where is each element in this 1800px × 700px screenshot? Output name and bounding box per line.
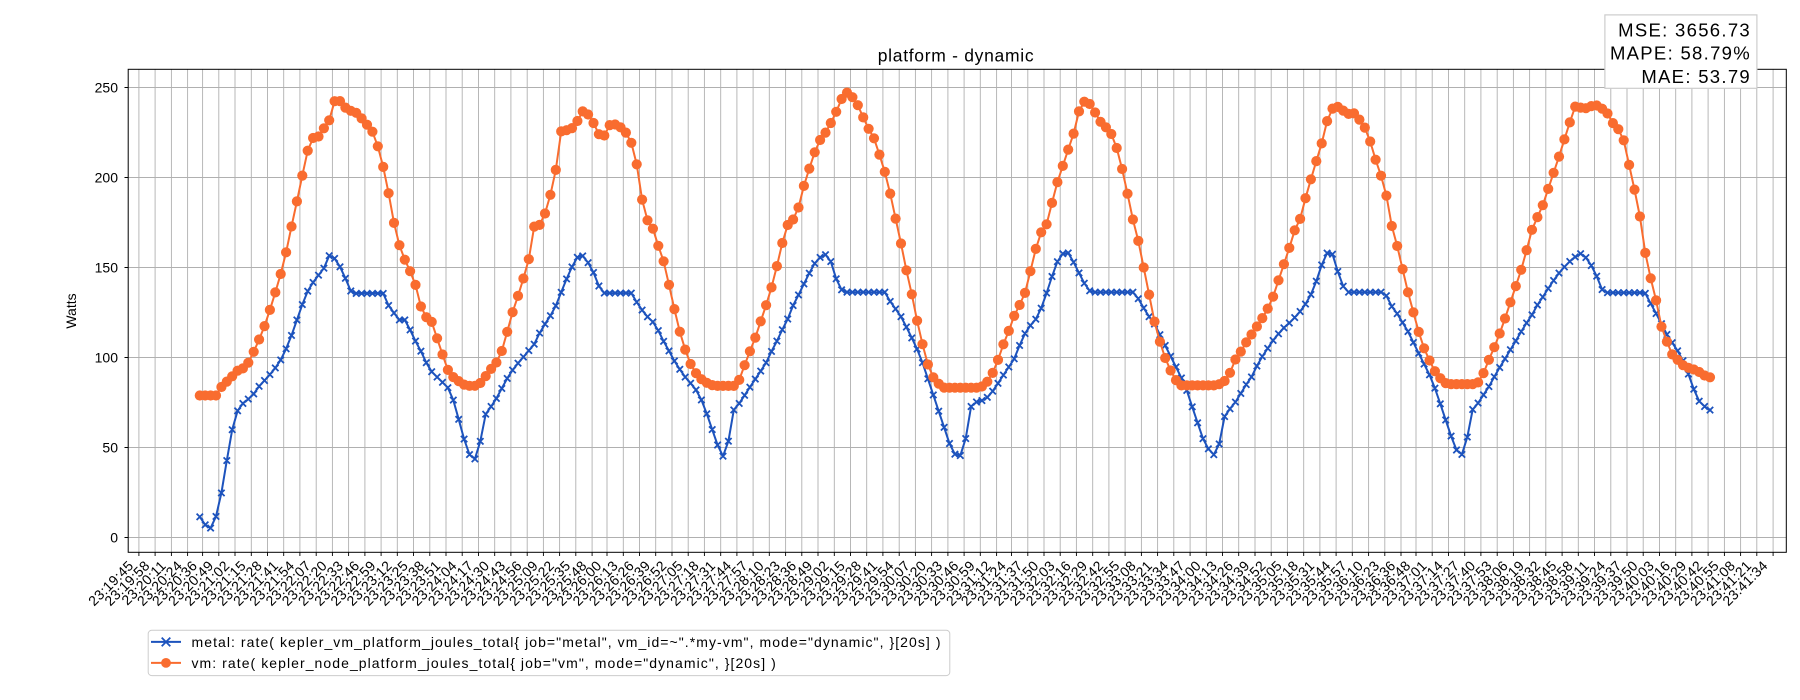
svg-text:250: 250 xyxy=(95,79,119,95)
svg-text:0: 0 xyxy=(110,529,118,545)
svg-text:MAE: 53.79: MAE: 53.79 xyxy=(1641,66,1751,87)
svg-text:vm: rate( kepler_node_platform: vm: rate( kepler_node_platform_joules_to… xyxy=(192,655,777,671)
svg-text:200: 200 xyxy=(95,169,119,185)
svg-text:MSE: 3656.73: MSE: 3656.73 xyxy=(1618,19,1751,40)
svg-text:MAPE: 58.79%: MAPE: 58.79% xyxy=(1610,43,1751,64)
svg-text:platform - dynamic: platform - dynamic xyxy=(878,46,1035,66)
svg-text:100: 100 xyxy=(95,349,119,365)
svg-text:50: 50 xyxy=(102,439,118,455)
svg-text:150: 150 xyxy=(95,259,119,275)
svg-text:metal: rate( kepler_vm_platfor: metal: rate( kepler_vm_platform_joules_t… xyxy=(192,634,942,650)
svg-text:Watts: Watts xyxy=(63,293,79,328)
